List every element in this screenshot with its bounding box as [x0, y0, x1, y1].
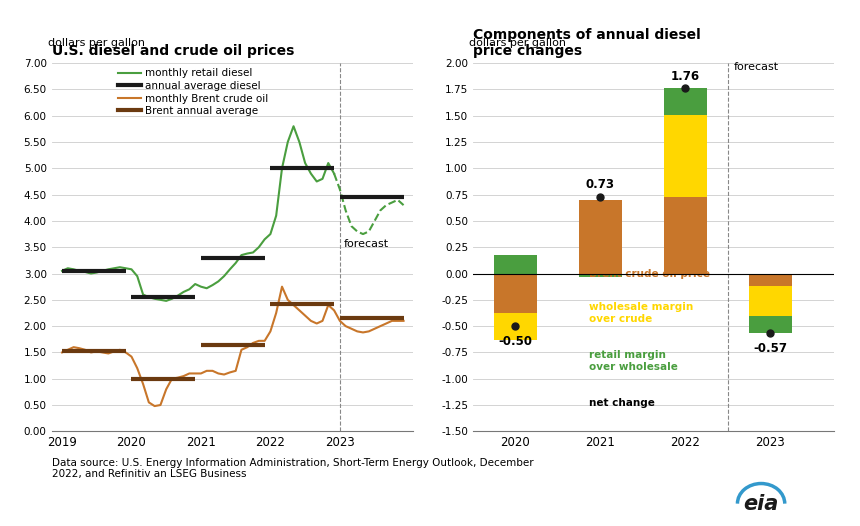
Text: wholesale margin
over crude: wholesale margin over crude [588, 302, 693, 324]
Text: Components of annual diesel
price changes: Components of annual diesel price change… [473, 27, 701, 58]
Bar [494, 313, 537, 340]
Bar [749, 286, 792, 316]
Text: 1.76: 1.76 [671, 70, 700, 83]
Text: -0.50: -0.50 [499, 335, 532, 348]
Bar [749, 316, 792, 333]
Bar [664, 115, 707, 197]
Text: 0.73: 0.73 [586, 178, 615, 191]
Text: net change: net change [588, 398, 654, 408]
Bar [580, 200, 622, 274]
Text: Brent crude oil price: Brent crude oil price [588, 269, 709, 279]
Text: forecast: forecast [734, 63, 779, 73]
Text: Data source: U.S. Energy Information Administration, Short-Term Energy Outlook, : Data source: U.S. Energy Information Adm… [52, 458, 533, 479]
Text: forecast: forecast [343, 239, 389, 249]
Bar [664, 197, 707, 274]
Bar [749, 274, 792, 286]
Bar [580, 274, 622, 277]
Text: retail margin
over wholesale: retail margin over wholesale [588, 350, 678, 372]
Text: dollars per gallon: dollars per gallon [48, 38, 145, 48]
Text: -0.57: -0.57 [753, 342, 788, 355]
Legend: monthly retail diesel, annual average diesel, monthly Brent crude oil, Brent ann: monthly retail diesel, annual average di… [118, 68, 268, 116]
Bar [494, 255, 537, 274]
Bar [494, 274, 537, 313]
Text: U.S. diesel and crude oil prices: U.S. diesel and crude oil prices [52, 44, 294, 58]
Bar [664, 88, 707, 115]
Text: dollars per gallon: dollars per gallon [470, 38, 567, 48]
Text: eia: eia [743, 493, 779, 514]
